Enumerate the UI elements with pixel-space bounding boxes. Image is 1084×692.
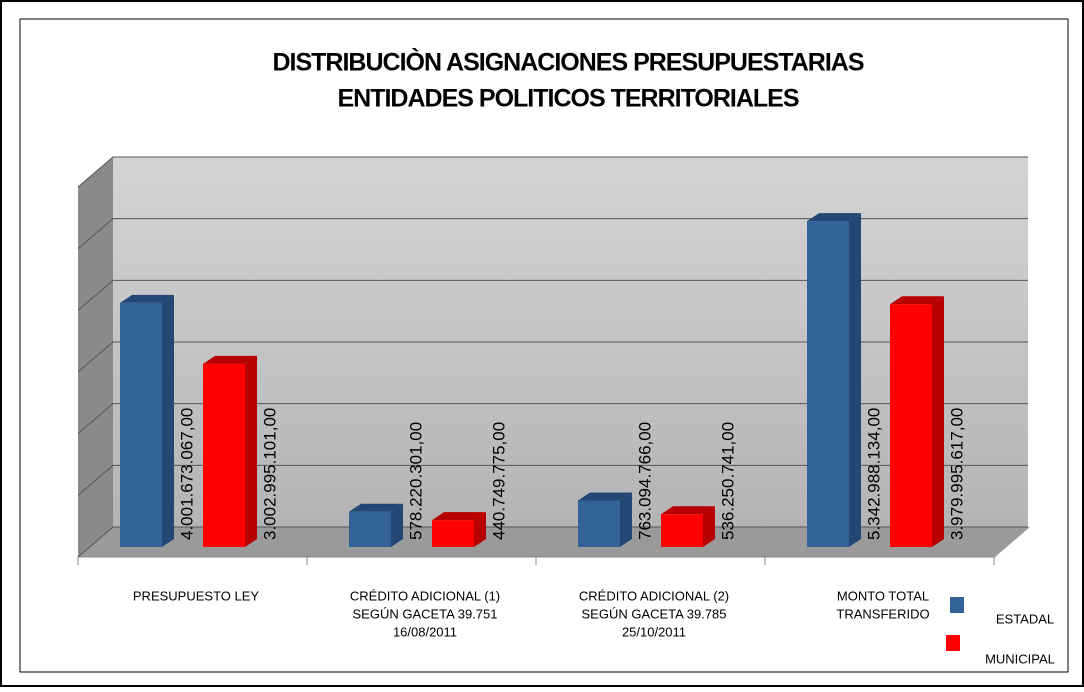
value-label: 4.001.673.067,00 xyxy=(177,408,196,540)
x-tick-label: TRANSFERIDO xyxy=(836,606,929,621)
bar-top xyxy=(349,503,403,512)
bar xyxy=(807,221,849,547)
grid-line xyxy=(77,464,1028,496)
x-tick-label: 16/08/2011 xyxy=(393,624,457,639)
grid-line xyxy=(77,403,1028,435)
legend-swatch xyxy=(946,635,960,651)
bar xyxy=(120,302,162,547)
grid-line xyxy=(77,526,1028,558)
bar-side xyxy=(932,296,944,547)
x-tick-label: SEGÚN GACETA 39.751 xyxy=(353,606,498,621)
value-label: 578.220.301,00 xyxy=(406,422,425,540)
chart-title: DISTRIBUCIÒN ASIGNACIONES PRESUPUESTARIA… xyxy=(272,47,863,77)
legend-label: MUNICIPAL xyxy=(985,651,1055,666)
legend-swatch xyxy=(950,597,964,613)
x-tick-label: CRÉDITO ADICIONAL (2) xyxy=(579,588,729,603)
grid-line xyxy=(77,279,1028,311)
bar xyxy=(349,511,391,547)
value-label: 763.094.766,00 xyxy=(635,422,654,540)
chart-title: ENTIDADES POLITICOS TERRITORIALES xyxy=(337,85,798,113)
bar-top xyxy=(661,506,715,515)
grid-line xyxy=(77,156,1028,188)
bar-top xyxy=(432,512,486,521)
value-label: 3.979.995.617,00 xyxy=(947,408,966,540)
bar xyxy=(203,363,245,547)
x-tick-label: SEGÚN GACETA 39.785 xyxy=(582,606,727,621)
x-tick-label: CRÉDITO ADICIONAL (1) xyxy=(350,588,500,603)
value-label: 5.342.988.134,00 xyxy=(864,408,883,540)
bar-side xyxy=(245,355,257,547)
bar-top xyxy=(578,492,632,501)
grid-line xyxy=(77,218,1028,250)
x-tick-label: PRESUPUESTO LEY xyxy=(133,588,260,603)
x-tick-label: MONTO TOTAL xyxy=(837,588,929,603)
value-label: 536.250.741,00 xyxy=(718,422,737,540)
value-label: 3.002.995.101,00 xyxy=(260,408,279,540)
bar-side xyxy=(391,503,403,547)
value-label: 440.749.775,00 xyxy=(489,422,508,540)
bar xyxy=(661,514,703,547)
bar-side xyxy=(474,512,486,547)
grid-line xyxy=(77,341,1028,373)
bar-side xyxy=(162,294,174,547)
bar-top xyxy=(203,355,257,364)
bar xyxy=(578,500,620,547)
bar-top xyxy=(890,296,944,305)
bar-side xyxy=(620,492,632,547)
bar xyxy=(890,304,932,547)
floor xyxy=(78,527,1030,557)
legend-label: ESTADAL xyxy=(996,611,1054,626)
bar-side xyxy=(703,506,715,547)
x-tick-label: 25/10/2011 xyxy=(622,624,686,639)
bar-top xyxy=(807,213,861,222)
bar xyxy=(432,520,474,547)
bar-top xyxy=(120,294,174,303)
bar-side xyxy=(849,213,861,547)
